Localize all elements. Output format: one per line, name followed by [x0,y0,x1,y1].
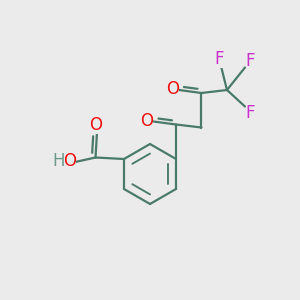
Text: O: O [166,80,179,98]
Text: O: O [140,112,153,130]
Text: F: F [215,50,224,68]
Text: O: O [90,116,103,134]
Text: H: H [52,152,65,170]
Text: O: O [63,152,76,169]
Text: F: F [246,103,255,122]
Text: F: F [246,52,255,70]
